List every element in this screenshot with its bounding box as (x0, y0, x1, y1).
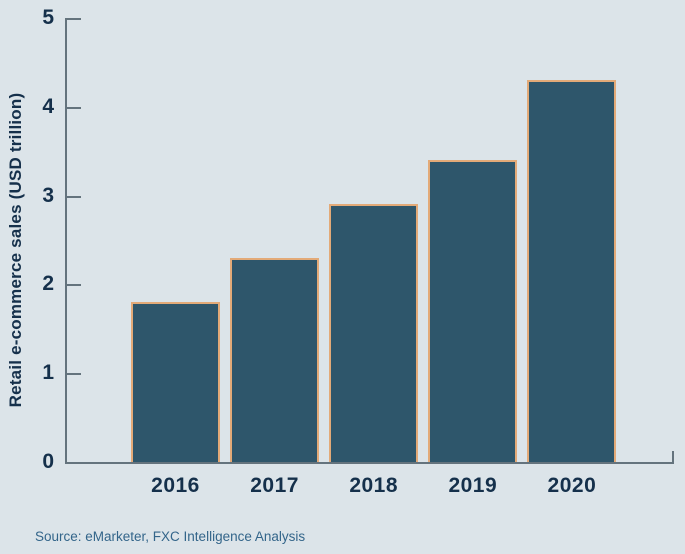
bar-2019 (428, 160, 518, 462)
x-tick-label-2020: 2020 (547, 474, 597, 497)
y-tick-mark-3 (67, 195, 81, 198)
source-text: Source: eMarketer, FXC Intelligence Anal… (35, 529, 306, 544)
bar-2016 (131, 302, 220, 462)
bar-2020 (527, 80, 617, 462)
plot-area: 2016 2017 2018 2019 2020 0 1 2 3 4 5 (42, 6, 674, 497)
y-tick-label-0: 0 (42, 450, 54, 473)
y-tick-label-1: 1 (42, 361, 54, 385)
y-tick-mark-1 (67, 373, 81, 376)
x-tick-label-2017: 2017 (250, 474, 299, 497)
y-tick-mark-5 (67, 18, 81, 20)
x-tick-label-2019: 2019 (448, 474, 498, 497)
x-tick-label-2018: 2018 (349, 474, 399, 497)
bar-2017 (230, 258, 320, 462)
y-tick-label-2: 2 (42, 272, 54, 296)
y-tick-label-3: 3 (42, 183, 54, 207)
y-tick-mark-4 (67, 106, 81, 109)
x-axis-end-cap (672, 451, 674, 462)
bar-2018 (329, 204, 419, 462)
y-tick-label-5: 5 (42, 6, 54, 29)
y-tick-mark-2 (67, 284, 81, 287)
x-tick-label-2016: 2016 (151, 474, 200, 497)
y-tick-label-4: 4 (42, 94, 54, 118)
y-axis-label: Retail e-commerce sales (USD trillion) (6, 92, 25, 408)
